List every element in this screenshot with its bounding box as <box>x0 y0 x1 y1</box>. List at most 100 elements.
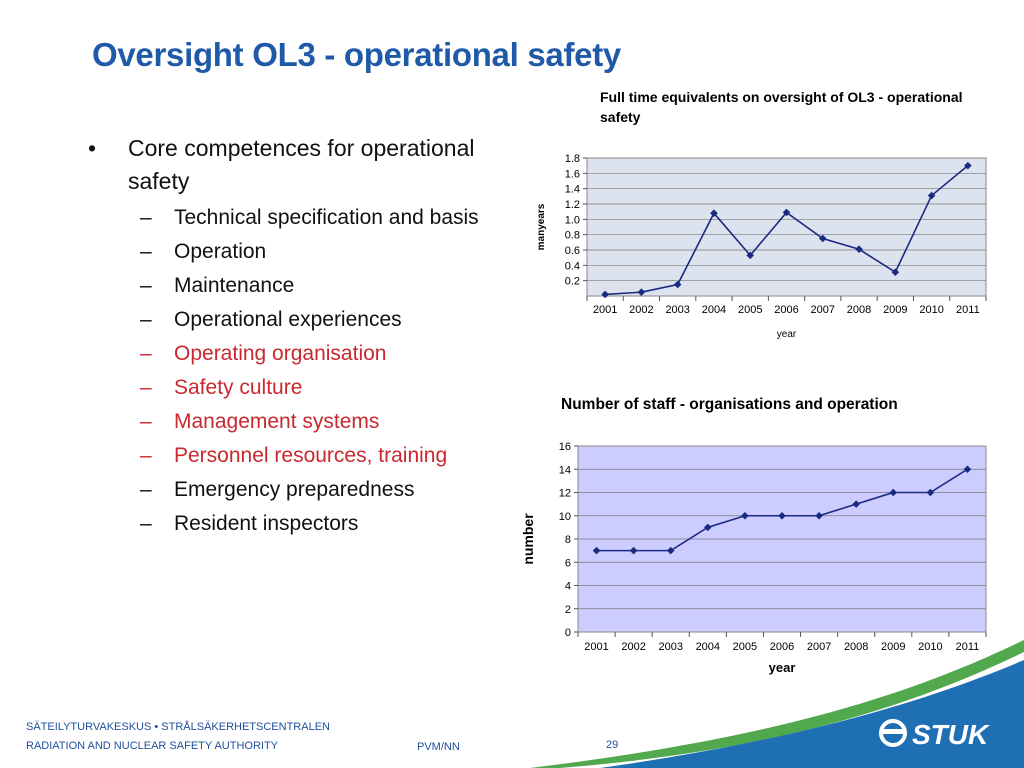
chart2-xtick-label: 2007 <box>807 641 831 653</box>
chart2-ytick-label: 0 <box>565 627 571 639</box>
chart2-data-point <box>666 546 675 555</box>
chart2-data-point <box>629 546 638 555</box>
chart1-ytick-label: 0.2 <box>565 276 580 288</box>
sub-dash: – <box>140 444 152 467</box>
chart1-data-point <box>746 251 755 260</box>
sub-dash: – <box>140 274 152 297</box>
sub-item: – Technical specification and basis <box>140 203 508 232</box>
sub-item: – Emergency preparedness <box>140 475 508 504</box>
chart2-data-point <box>741 511 749 520</box>
chart1-ytick-label: 1.0 <box>565 214 580 226</box>
chart1-data-point <box>782 208 791 217</box>
sub-dash: – <box>140 410 152 433</box>
chart1-xtick-label: 2001 <box>593 304 617 316</box>
sub-item: – Maintenance <box>140 271 508 300</box>
chart1-series-line <box>605 165 969 296</box>
chart2-data-point <box>704 523 712 532</box>
chart1-xtick-label: 2004 <box>702 304 726 316</box>
chart2-data-point <box>778 511 786 520</box>
chart2-xlabel: year <box>769 660 796 675</box>
chart1-ytick-label: 1.2 <box>565 199 580 211</box>
chart1-xtick-label: 2009 <box>883 304 907 316</box>
chart1-data-point <box>601 290 609 299</box>
logo-text: STUK <box>912 719 990 750</box>
chart2-series-line <box>596 468 968 552</box>
sub-item-text: Maintenance <box>174 274 295 297</box>
chart1-data-point <box>673 280 682 289</box>
footer-org-line1: SÄTEILYTURVAKESKUS • STRÅLSÄKERHETSCENTR… <box>26 721 330 733</box>
stuk-logo: STUK <box>878 716 1008 755</box>
chart1-data-point <box>818 234 827 243</box>
sub-item-text: Safety culture <box>174 376 303 399</box>
chart2-ylabel: number <box>520 513 536 565</box>
chart2-ytick-label: 12 <box>559 488 571 500</box>
chart1-ytick-label: 1.6 <box>565 168 580 180</box>
chart2-xtick-label: 2003 <box>658 641 682 653</box>
chart1-data-point <box>964 161 972 170</box>
bullet-text: Core competences for operational safety <box>128 135 475 194</box>
chart1-xtick-label: 2007 <box>811 304 835 316</box>
sub-item: – Management systems <box>140 407 508 436</box>
sub-item-text: Technical specification and basis <box>174 206 479 229</box>
page-number: 29 <box>606 739 619 751</box>
chart1-data-point <box>710 209 718 217</box>
chart1-ytick-label: 1.8 <box>565 153 580 165</box>
bullet-dot: • <box>88 135 97 161</box>
sub-list: – Technical specification and basis – Opera… <box>88 203 508 538</box>
chart1-data-point <box>927 191 936 200</box>
chart2-xtick-label: 2004 <box>696 641 720 653</box>
chart2-ytick-label: 2 <box>565 604 571 616</box>
chart1-data-point <box>855 245 863 254</box>
sub-dash: – <box>140 342 152 365</box>
sub-item-text: Management systems <box>174 410 380 433</box>
chart1-data-point <box>637 288 646 296</box>
chart1-xtick-label: 2010 <box>919 304 943 316</box>
sub-item-text: Operating organisation <box>174 342 387 365</box>
chart1-xtick-label: 2005 <box>738 304 762 316</box>
chart1-xtick-label: 2011 <box>956 304 980 316</box>
sub-item: – Operation <box>140 237 508 266</box>
chart1-ylabel: manyears <box>536 203 547 250</box>
chart2-xtick-label: 2005 <box>733 641 757 653</box>
sub-item-text: Resident inspectors <box>174 512 359 535</box>
chart1-xtick-label: 2002 <box>629 304 653 316</box>
chart1-xtick-label: 2006 <box>774 304 798 316</box>
chart1-ytick-label: 0.6 <box>565 245 580 257</box>
chart2-ytick-label: 8 <box>565 534 571 546</box>
footer-pvm: PVM/NN <box>417 741 460 753</box>
chart2-xtick-label: 2006 <box>770 641 794 653</box>
sub-item: – Resident inspectors <box>140 509 508 538</box>
chart1-xtick-label: 2003 <box>665 304 689 316</box>
sub-dash: – <box>140 308 152 331</box>
chart2-title: Number of staff - organisations and oper… <box>561 396 898 413</box>
sub-item: – Personnel resources, training <box>140 441 508 470</box>
chart2-ytick-label: 10 <box>559 511 571 523</box>
chart2-xtick-label: 2009 <box>881 641 905 653</box>
sub-item: – Operating organisation <box>140 339 508 368</box>
chart2-data-point <box>815 511 823 520</box>
sub-dash: – <box>140 240 152 263</box>
sub-item-text: Emergency preparedness <box>174 478 415 501</box>
chart1-ytick-label: 0.4 <box>565 260 580 272</box>
chart2-plot-area <box>577 445 987 633</box>
chart1-ytick-label: 1.4 <box>565 184 580 196</box>
footer-org-line2: RADIATION AND NUCLEAR SAFETY AUTHORITY <box>26 740 279 752</box>
sub-dash: – <box>140 206 152 229</box>
chart2-xtick-label: 2011 <box>956 641 980 653</box>
sub-dash: – <box>140 376 152 399</box>
chart2-ytick-label: 16 <box>559 441 571 453</box>
chart2-data-point <box>852 500 860 508</box>
chart2-ytick-label: 6 <box>565 557 571 569</box>
sub-item-text: Personnel resources, training <box>174 444 448 467</box>
chart1-data-point <box>891 268 900 277</box>
chart2-ytick-label: 4 <box>565 581 571 593</box>
chart2-xtick-label: 2002 <box>621 641 645 653</box>
chart1-ytick-label: 0.8 <box>565 230 580 242</box>
sub-dash: – <box>140 512 152 535</box>
chart2-data-point <box>926 488 935 497</box>
chart1-xtick-label: 2008 <box>847 304 871 316</box>
chart2-data-point <box>889 488 898 497</box>
sub-item: – Safety culture <box>140 373 508 402</box>
chart2-xtick-label: 2001 <box>584 641 608 653</box>
sub-dash: – <box>140 478 152 501</box>
